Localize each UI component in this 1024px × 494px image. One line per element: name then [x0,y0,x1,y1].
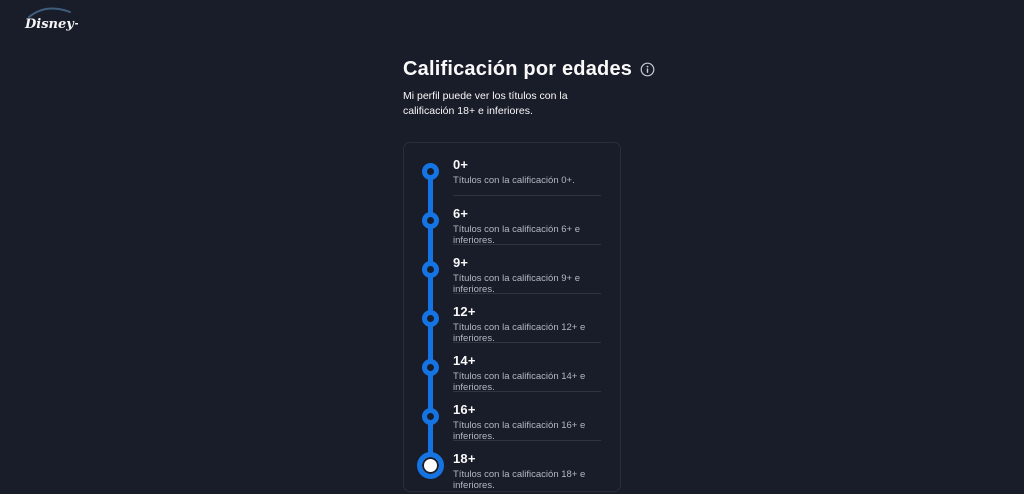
rating-settings-content: Calificación por edades Mi perfil puede … [403,0,655,492]
disney-plus-logo[interactable]: Disney+ [22,4,85,36]
rating-marker-icon[interactable] [422,310,439,327]
rating-item-text: 0+ Títulos con la calificación 0+. [453,147,620,187]
rating-description: Títulos con la calificación 9+ e inferio… [453,273,580,295]
rating-description: Títulos con la calificación 14+ e inferi… [453,371,586,393]
rating-item-text: 9+ Títulos con la calificación 9+ e infe… [453,245,620,296]
svg-text:Disney+: Disney+ [24,17,78,32]
rating-description: Títulos con la calificación 16+ e inferi… [453,420,586,442]
rating-item-text: 6+ Títulos con la calificación 6+ e infe… [453,196,620,247]
rating-label: 6+ [453,206,469,221]
rating-description: Títulos con la calificación 0+. [453,175,575,186]
rating-description: Títulos con la calificación 18+ e inferi… [453,469,586,491]
rating-item[interactable]: 18+ Títulos con la calificación 18+ e in… [404,441,620,492]
page-title: Calificación por edades [403,58,633,80]
ratings-list: 0+ Títulos con la calificación 0+. 6+ Tí… [404,147,620,492]
rating-item[interactable]: 12+ Títulos con la calificación 12+ e in… [404,294,620,345]
rating-item-text: 14+ Títulos con la calificación 14+ e in… [453,343,620,394]
rating-marker-icon[interactable] [422,261,439,278]
rating-item-text: 18+ Títulos con la calificación 18+ e in… [453,441,620,492]
rating-label: 18+ [453,451,476,466]
rating-item[interactable]: 14+ Títulos con la calificación 14+ e in… [404,343,620,394]
rating-marker-icon[interactable] [422,212,439,229]
rating-marker-icon[interactable] [422,408,439,425]
disney-plus-logo-icon: Disney+ [24,7,85,32]
rating-description: Títulos con la calificación 12+ e inferi… [453,322,586,344]
rating-marker-icon[interactable] [422,163,439,180]
ratings-card: 0+ Títulos con la calificación 0+. 6+ Tí… [403,142,621,492]
rating-description: Títulos con la calificación 6+ e inferio… [453,224,580,246]
rating-item[interactable]: 6+ Títulos con la calificación 6+ e infe… [404,196,620,247]
rating-item[interactable]: 0+ Títulos con la calificación 0+. [404,147,620,196]
rating-label: 14+ [453,353,476,368]
rating-label: 0+ [453,157,469,172]
rating-item[interactable]: 9+ Títulos con la calificación 9+ e infe… [404,245,620,296]
page-subtitle: Mi perfil puede ver los títulos con la c… [403,90,568,117]
info-icon[interactable] [640,62,655,77]
rating-item-text: 12+ Títulos con la calificación 12+ e in… [453,294,620,345]
rating-label: 16+ [453,402,476,417]
rating-marker-icon[interactable] [417,452,444,479]
rating-item-text: 16+ Títulos con la calificación 16+ e in… [453,392,620,443]
rating-item[interactable]: 16+ Títulos con la calificación 16+ e in… [404,392,620,443]
rating-marker-icon[interactable] [422,359,439,376]
rating-label: 9+ [453,255,469,270]
rating-label: 12+ [453,304,476,319]
title-row: Calificación por edades [403,56,655,82]
